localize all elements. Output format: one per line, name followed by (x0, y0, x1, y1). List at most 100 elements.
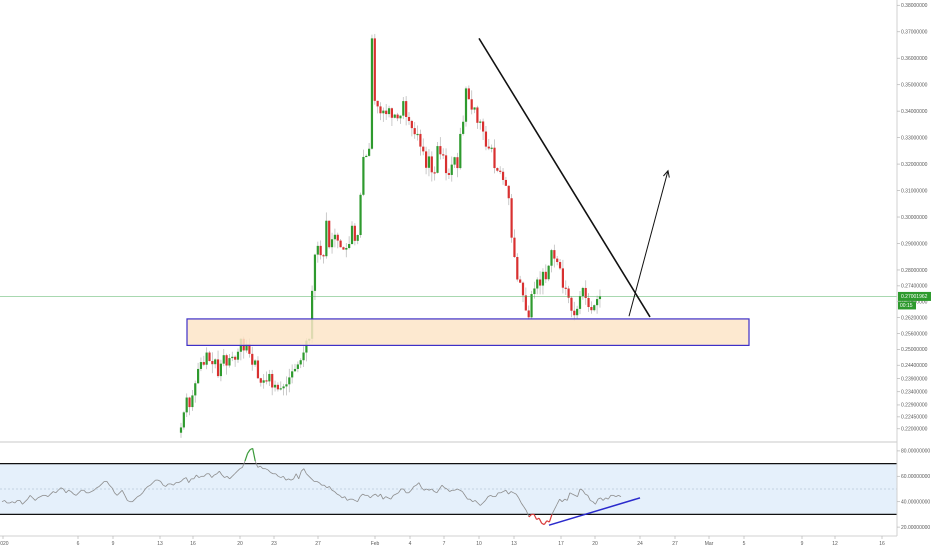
candle[interactable] (467, 85, 470, 100)
candle[interactable] (430, 151, 433, 182)
candle[interactable] (561, 259, 564, 294)
candle[interactable] (293, 363, 297, 372)
candle[interactable] (202, 355, 205, 367)
candle[interactable] (544, 264, 547, 284)
candle[interactable] (524, 287, 527, 311)
candle[interactable] (564, 280, 567, 296)
candle[interactable] (299, 358, 302, 369)
candle[interactable] (387, 105, 391, 118)
candle[interactable] (356, 234, 359, 245)
candle[interactable] (373, 33, 376, 105)
support-zone[interactable] (186, 318, 750, 346)
candle[interactable] (182, 411, 185, 430)
candle[interactable] (453, 156, 456, 169)
candle[interactable] (231, 351, 234, 362)
candle[interactable] (462, 115, 465, 136)
candle[interactable] (413, 121, 416, 139)
candle[interactable] (499, 166, 502, 175)
candle[interactable] (584, 280, 587, 305)
candle[interactable] (214, 358, 217, 369)
candle[interactable] (211, 352, 214, 374)
candle[interactable] (444, 148, 448, 181)
candle[interactable] (262, 374, 265, 389)
candle[interactable] (205, 347, 208, 370)
candle[interactable] (191, 389, 194, 411)
candle[interactable] (288, 368, 291, 393)
candle[interactable] (282, 383, 285, 396)
candle[interactable] (547, 264, 550, 282)
candle[interactable] (516, 253, 519, 282)
candle[interactable] (379, 102, 382, 121)
candle[interactable] (225, 353, 228, 375)
candle[interactable] (541, 268, 545, 295)
candle[interactable] (433, 166, 436, 181)
time-axis[interactable]: 2020 6 9 13 16 20 23 27 Feb 4 7 10 13 17 20 24 27 Mar 5 9 12… (0, 535, 897, 547)
candle[interactable] (319, 240, 322, 260)
candle[interactable] (490, 144, 493, 153)
candle[interactable] (268, 369, 271, 386)
price-pane[interactable] (0, 33, 897, 438)
candle[interactable] (501, 168, 505, 185)
candle[interactable] (410, 119, 413, 137)
candle[interactable] (336, 232, 339, 249)
current-price-tag[interactable] (898, 291, 931, 301)
candle[interactable] (558, 259, 562, 270)
candle[interactable] (470, 90, 473, 115)
candle[interactable] (316, 241, 319, 263)
candle[interactable] (530, 290, 533, 320)
candle[interactable] (370, 34, 374, 150)
candle[interactable] (581, 286, 584, 300)
rsi-divergence-line[interactable] (548, 497, 641, 526)
candle[interactable] (442, 148, 445, 159)
candle[interactable] (328, 220, 331, 249)
candle[interactable] (513, 229, 516, 258)
candle[interactable] (402, 97, 405, 120)
candle[interactable] (219, 359, 222, 382)
candle[interactable] (236, 348, 240, 363)
candle[interactable] (590, 301, 593, 314)
candle[interactable] (188, 396, 191, 416)
candle[interactable] (234, 355, 237, 367)
candle[interactable] (179, 422, 183, 438)
candle[interactable] (521, 281, 525, 303)
candle[interactable] (197, 362, 200, 384)
candle[interactable] (479, 119, 482, 130)
candle[interactable] (208, 350, 211, 362)
candle[interactable] (368, 142, 371, 157)
candle[interactable] (556, 256, 559, 266)
candle[interactable] (484, 125, 488, 151)
candle[interactable] (194, 380, 197, 403)
candle[interactable] (422, 138, 425, 156)
candle[interactable] (436, 142, 439, 174)
candle[interactable] (496, 167, 499, 173)
candle[interactable] (276, 382, 279, 392)
candle[interactable] (473, 107, 476, 114)
candle[interactable] (393, 113, 396, 119)
candle[interactable] (570, 296, 573, 318)
candle[interactable] (330, 232, 334, 254)
rsi-line[interactable] (1, 447, 622, 526)
candle[interactable] (567, 285, 570, 304)
candle[interactable] (362, 149, 365, 197)
candle[interactable] (476, 105, 479, 129)
candle[interactable] (598, 289, 602, 308)
candle[interactable] (482, 118, 485, 140)
candle[interactable] (199, 357, 203, 372)
candle[interactable] (265, 371, 268, 385)
projection-arrow-line[interactable] (628, 170, 669, 317)
candle[interactable] (251, 346, 254, 371)
candle[interactable] (447, 168, 450, 180)
candle[interactable] (345, 243, 348, 258)
candle[interactable] (353, 223, 356, 246)
candle[interactable] (450, 156, 453, 182)
candle[interactable] (222, 348, 225, 367)
candle[interactable] (228, 353, 231, 368)
candle[interactable] (510, 194, 513, 243)
candle[interactable] (487, 138, 490, 151)
candle[interactable] (539, 271, 542, 295)
candle[interactable] (427, 149, 431, 177)
candle[interactable] (285, 376, 288, 396)
candle[interactable] (271, 369, 274, 396)
candle[interactable] (333, 228, 336, 248)
candle[interactable] (390, 107, 393, 126)
